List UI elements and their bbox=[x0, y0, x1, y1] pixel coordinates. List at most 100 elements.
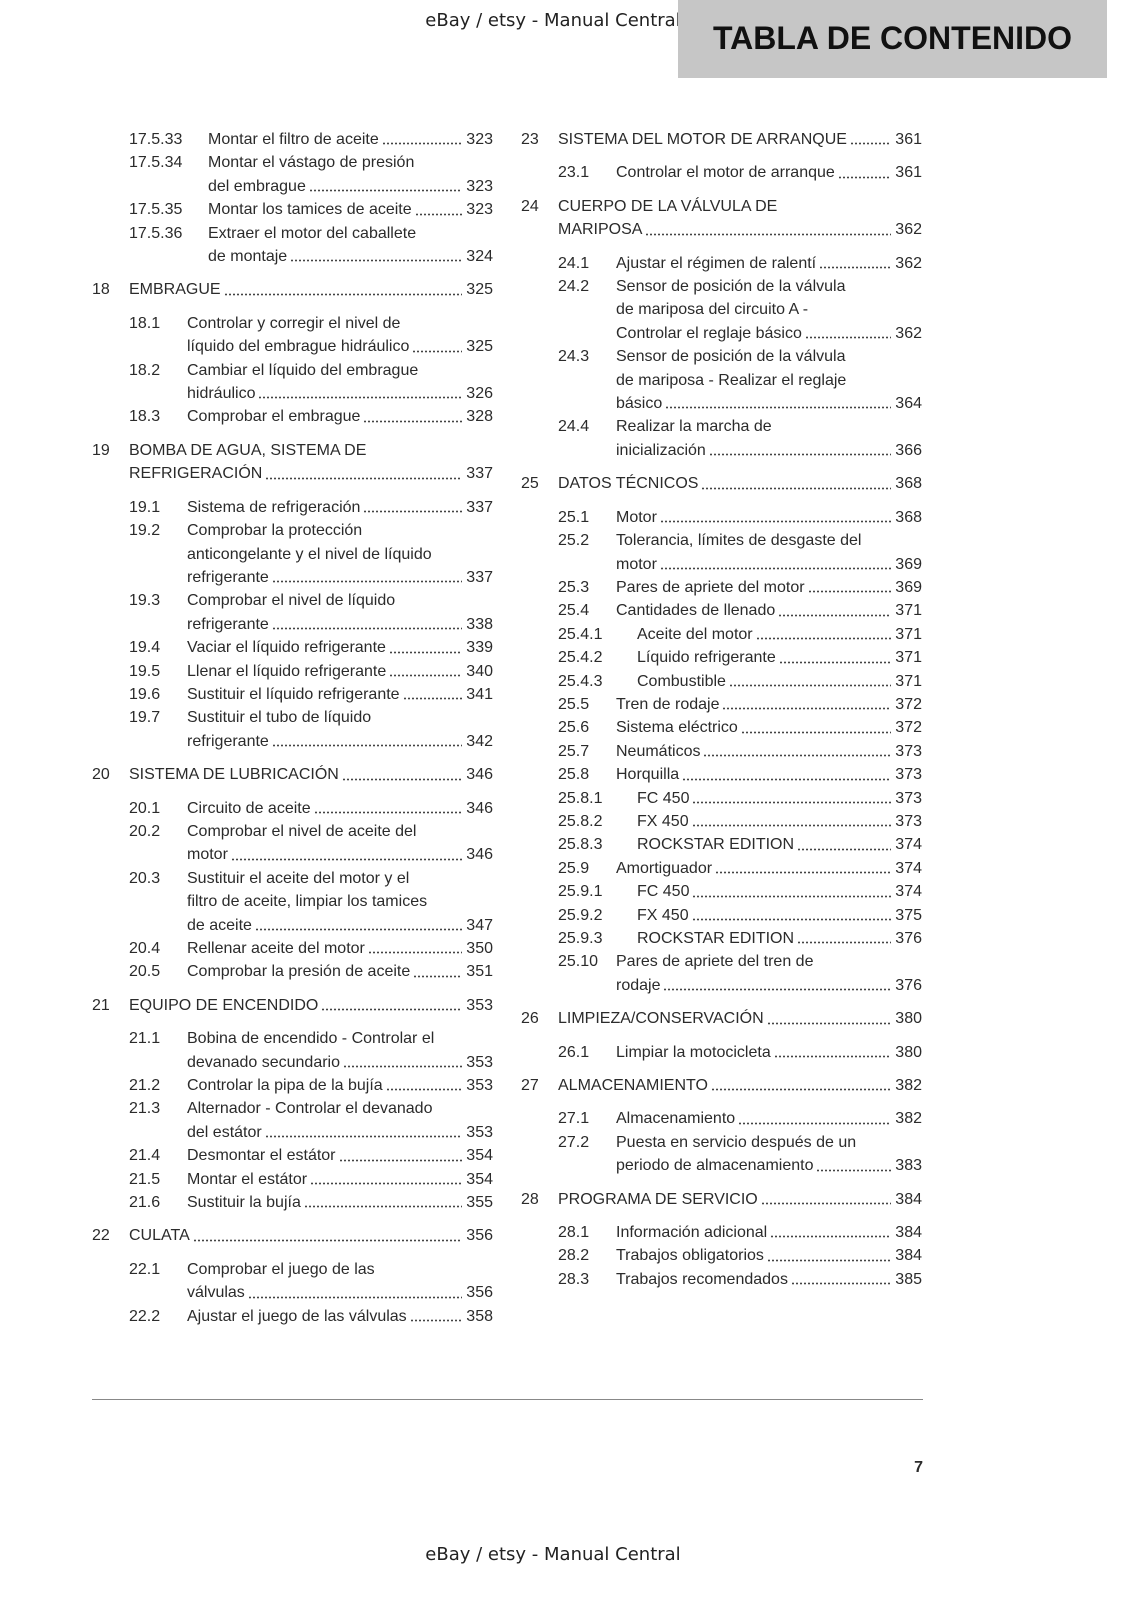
entry-body: Trabajos obligatorios 384 bbox=[616, 1244, 922, 1267]
entry-number: 25.2 bbox=[558, 532, 590, 550]
entry-number: 27.1 bbox=[558, 1110, 590, 1128]
entry-title: Sustituir el aceite del motor y el bbox=[187, 869, 410, 887]
entry-row: Desmontar el estátor 354 bbox=[187, 1144, 493, 1167]
entry-number: 19.5 bbox=[129, 662, 161, 680]
entry-page: 368 bbox=[895, 475, 922, 493]
entry-title: Ajustar el juego de las válvulas bbox=[187, 1307, 407, 1325]
watermark: eBay / etsy - Manual Central bbox=[425, 10, 681, 31]
entry-page: 384 bbox=[895, 1247, 922, 1265]
entry-number: 17.5.34 bbox=[129, 154, 183, 172]
entry-body: Sustituir el aceite del motor y el filtro… bbox=[187, 867, 493, 937]
toc-entry: 19.2 Comprobar la protección anticongelant… bbox=[92, 519, 493, 589]
entry-row: refrigerante 337 bbox=[187, 566, 493, 589]
entry-title: CULATA bbox=[129, 1227, 190, 1245]
entry-body: Limpiar la motocicleta 380 bbox=[616, 1041, 922, 1064]
entry-title: Desmontar el estátor bbox=[187, 1147, 336, 1165]
entry-page: 358 bbox=[466, 1307, 493, 1325]
entry-number: 21.6 bbox=[129, 1194, 161, 1212]
toc-entry: 25.5 Tren de rodaje 372 bbox=[521, 693, 922, 716]
entry-page: 337 bbox=[466, 568, 493, 586]
entry-title: Almacenamiento bbox=[616, 1110, 736, 1128]
toc-entry: 25.1 Motor 368 bbox=[521, 506, 922, 529]
entry-title: Ajustar el régimen de ralentí bbox=[616, 254, 817, 272]
toc-chapter: 20 SISTEMA DE LUBRICACIÓN 346 bbox=[92, 763, 493, 786]
entry-number: 21 bbox=[92, 996, 110, 1014]
toc-entry: 20.2 Comprobar el nivel de aceite del moto… bbox=[92, 820, 493, 867]
toc-entry: 25.4 Cantidades de llenado 371 bbox=[521, 599, 922, 622]
entry-body: Comprobar la protección anticongelante y … bbox=[187, 519, 493, 589]
entry-title: Líquido refrigerante bbox=[637, 649, 776, 667]
entry-row: Controlar la pipa de la bujía 353 bbox=[187, 1074, 493, 1097]
page-title: TABLA DE CONTENIDO bbox=[712, 20, 1073, 56]
entry-row: Montar el estátor 354 bbox=[187, 1168, 493, 1191]
entry-body: Alternador - Controlar el devanado del es… bbox=[187, 1097, 493, 1144]
entry-title: Aceite del motor bbox=[637, 625, 753, 643]
entry-row: Horquilla 373 bbox=[616, 763, 922, 786]
entry-row: Sistema eléctrico 372 bbox=[616, 716, 922, 739]
entry-title: Sensor de posición de la válvula bbox=[616, 348, 846, 366]
entry-row: líquido del embrague hidráulico 325 bbox=[187, 335, 493, 358]
entry-body: Ajustar el régimen de ralentí 362 bbox=[616, 252, 922, 275]
toc-entry: 19.1 Sistema de refrigeración 337 bbox=[92, 496, 493, 519]
entry-row: Sistema de refrigeración 337 bbox=[187, 496, 493, 519]
toc-entry: 21.6 Sustituir la bujía 355 bbox=[92, 1191, 493, 1214]
toc-entry: 17.5.35 Montar los tamices de aceite 323 bbox=[92, 198, 493, 221]
entry-title: inicialización bbox=[616, 441, 706, 459]
entry-number: 24.1 bbox=[558, 254, 590, 272]
entry-title: LIMPIEZA/CONSERVACIÓN bbox=[558, 1010, 764, 1028]
entry-row: Ajustar el régimen de ralentí 362 bbox=[616, 252, 922, 275]
entry-row: CULATA 356 bbox=[129, 1224, 493, 1247]
entry-number: 19.6 bbox=[129, 685, 161, 703]
entry-title: Controlar y corregir el nivel de bbox=[187, 314, 401, 332]
entry-page: 323 bbox=[466, 131, 493, 148]
toc-entry: 25.7 Neumáticos 373 bbox=[521, 740, 922, 763]
entry-title: Sensor de posición de la válvula bbox=[616, 278, 846, 296]
entry-row: motor 346 bbox=[187, 843, 493, 866]
entry-number: 21.1 bbox=[129, 1030, 161, 1048]
entry-number: 20.3 bbox=[129, 869, 161, 887]
entry-page: 361 bbox=[895, 164, 922, 182]
entry-title: válvulas bbox=[187, 1284, 245, 1302]
entry-number: 20.4 bbox=[129, 940, 161, 957]
entry-row: Vaciar el líquido refrigerante 339 bbox=[187, 636, 493, 659]
dot-leader bbox=[409, 1319, 463, 1323]
entry-number: 19 bbox=[92, 441, 110, 459]
entry-title: Sustituir la bujía bbox=[187, 1194, 301, 1212]
entry-title: Realizar la marcha de bbox=[616, 418, 772, 436]
dot-leader bbox=[691, 918, 892, 921]
entry-title: filtro de aceite, limpiar los tamices bbox=[187, 893, 428, 911]
entry-number: 25.8.1 bbox=[558, 789, 603, 807]
entry-page: 326 bbox=[466, 385, 493, 403]
entry-page: 373 bbox=[895, 742, 922, 760]
entry-page: 338 bbox=[466, 615, 493, 633]
entry-page: 382 bbox=[895, 1110, 922, 1128]
entry-title: devanado secundario bbox=[187, 1053, 341, 1071]
entry-page: 369 bbox=[895, 578, 922, 596]
toc-entry: 28.2 Trabajos obligatorios 384 bbox=[521, 1244, 922, 1267]
entry-body: Líquido refrigerante 371 bbox=[637, 646, 922, 669]
entry-body: Montar el estátor 354 bbox=[187, 1168, 493, 1191]
entry-number: 20.2 bbox=[129, 822, 161, 840]
entry-body: Sensor de posición de la válvula de marip… bbox=[616, 275, 922, 345]
entry-title: ROCKSTAR EDITION bbox=[637, 836, 795, 854]
entry-title: Comprobar el embrague bbox=[187, 408, 361, 426]
entry-number: 17.5.35 bbox=[129, 201, 183, 219]
entry-title: Sistema eléctrico bbox=[616, 719, 738, 737]
dot-leader bbox=[389, 673, 463, 677]
entry-title: DATOS TÉCNICOS bbox=[558, 475, 699, 493]
dot-leader bbox=[790, 1282, 892, 1286]
toc-entry: 28.1 Información adicional 384 bbox=[521, 1221, 922, 1244]
entry-row: Información adicional 384 bbox=[616, 1221, 922, 1244]
entry-number: 21.4 bbox=[129, 1147, 161, 1165]
entry-title: Montar el estátor bbox=[187, 1170, 308, 1188]
entry-row: Cantidades de llenado 371 bbox=[616, 599, 922, 622]
entry-row: REFRIGERACIÓN 337 bbox=[129, 462, 493, 485]
entry-page: 346 bbox=[466, 766, 493, 784]
entry-number: 22.1 bbox=[129, 1260, 161, 1278]
entry-title: Vaciar el líquido refrigerante bbox=[187, 639, 386, 657]
toc-entry: 25.9.3 ROCKSTAR EDITION 376 bbox=[521, 927, 922, 950]
entry-body: Información adicional 384 bbox=[616, 1221, 922, 1244]
toc-entry: 17.5.34 Montar el vástago de presión del e… bbox=[92, 151, 493, 198]
entry-row: Montar el filtro de aceite 323 bbox=[208, 128, 493, 151]
toc-entry: 24.3 Sensor de posición de la válvula de m… bbox=[521, 345, 922, 415]
